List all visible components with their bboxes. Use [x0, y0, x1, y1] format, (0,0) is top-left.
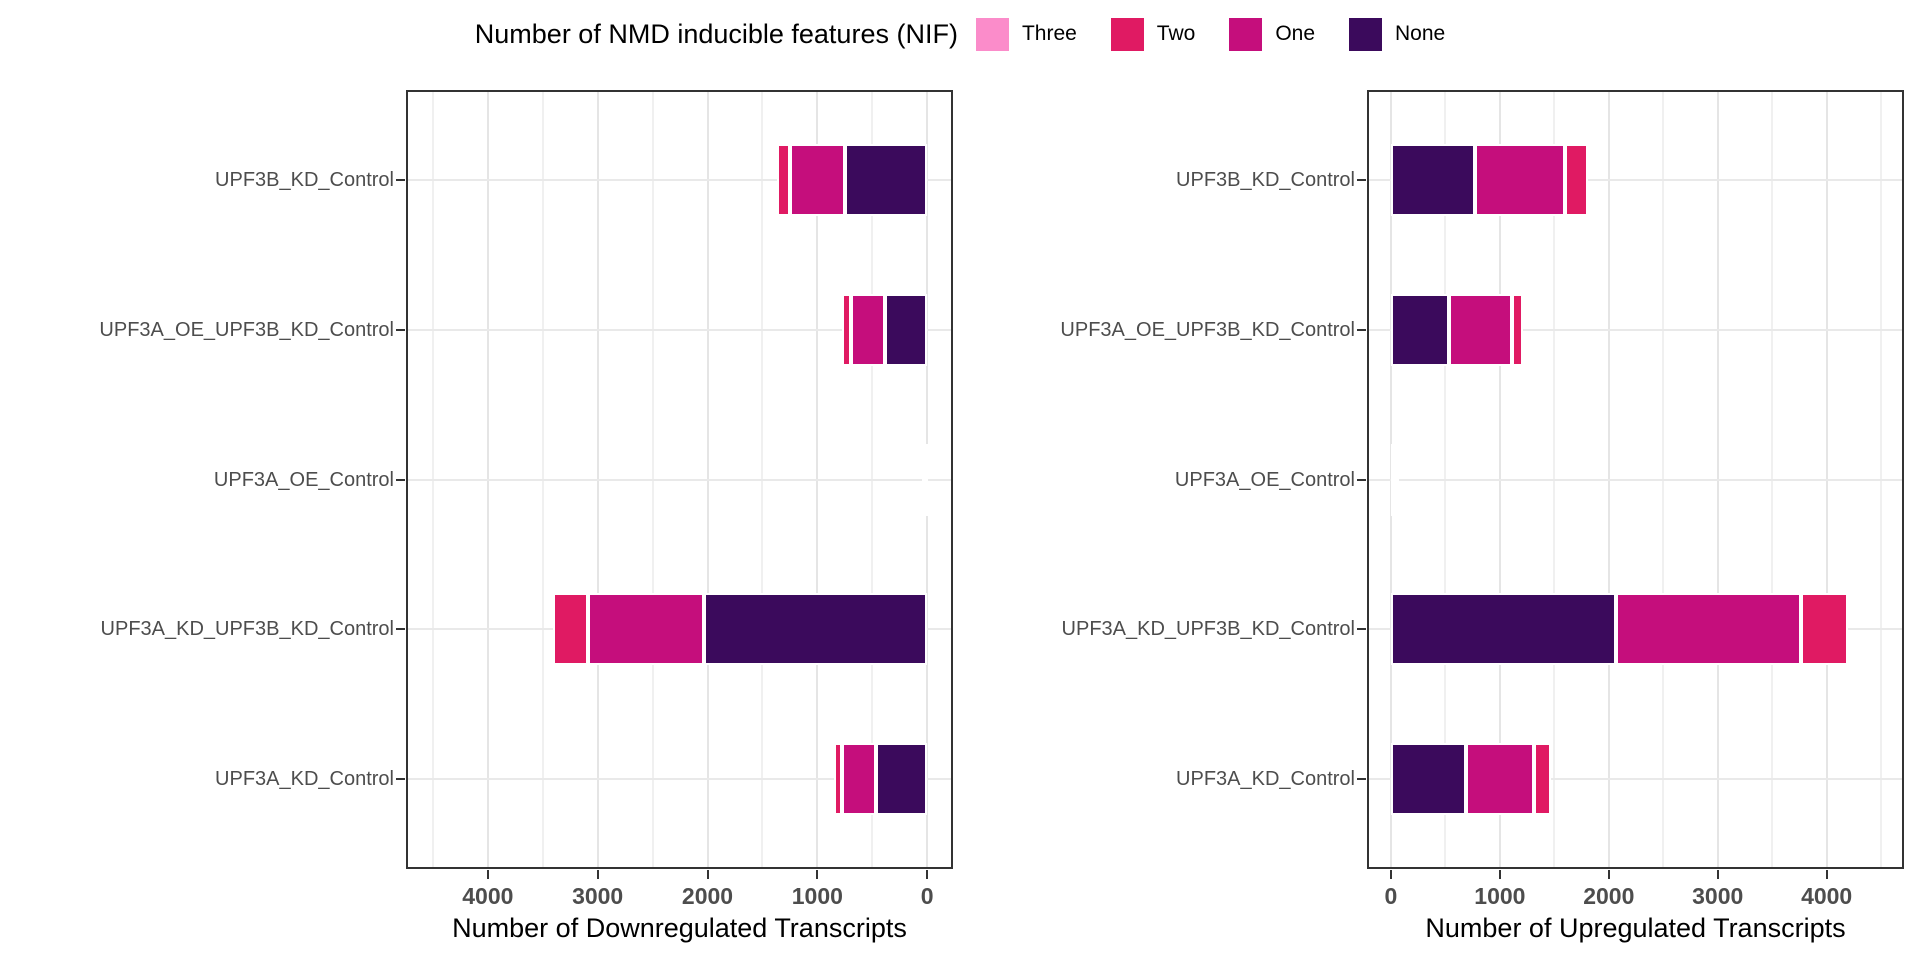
legend-swatch-icon: [1110, 17, 1144, 51]
bar-segment-none: [1390, 593, 1617, 666]
y-axis-tick: [1357, 178, 1366, 181]
gridline-y: [408, 178, 951, 181]
y-axis-tick: [1357, 778, 1366, 781]
bar-segment-none: [1390, 293, 1450, 366]
x-axis-tick-label: 3000: [572, 883, 624, 909]
y-axis-tick: [1357, 478, 1366, 481]
legend: Number of NMD inducible features (NIF) T…: [0, 8, 1920, 60]
chart-panel-0: [406, 90, 953, 869]
x-axis-tick: [706, 870, 709, 879]
chart-panel-1: [1367, 90, 1904, 869]
legend-swatch-icon: [975, 17, 1009, 51]
y-axis-tick: [396, 478, 405, 481]
x-axis-tick-label: 3000: [1692, 883, 1744, 909]
y-axis-tick: [1357, 328, 1366, 331]
category-label: UPF3B_KD_Control: [1176, 168, 1355, 191]
x-axis-tick-label: 1000: [791, 883, 843, 909]
x-axis-tick-label: 2000: [1583, 883, 1635, 909]
bar-segment-one: [1616, 593, 1802, 666]
category-label: UPF3A_OE_UPF3B_KD_Control: [99, 318, 394, 341]
category-label: UPF3A_OE_Control: [213, 468, 394, 491]
category-label: UPF3B_KD_Control: [215, 168, 394, 191]
y-axis-tick: [1357, 628, 1366, 631]
bar-segment-none: [885, 293, 928, 366]
bar-segment-none: [844, 143, 928, 216]
bar-segment-two: [922, 443, 927, 516]
legend-item-label: One: [1275, 22, 1316, 45]
x-axis-tick: [1607, 870, 1610, 879]
x-axis-tick-label: 4000: [462, 883, 514, 909]
bar-segment-two: [1801, 593, 1849, 666]
category-label: UPF3A_KD_Control: [1176, 768, 1355, 791]
x-axis-tick-label: 2000: [681, 883, 734, 909]
legend-item-three: Three: [975, 17, 1077, 51]
bar-segment-one: [1449, 293, 1512, 366]
bar-segment-one: [841, 743, 877, 816]
x-axis-tick: [1716, 870, 1719, 879]
x-axis-tick: [1389, 870, 1392, 879]
bar-segment-one: [790, 143, 845, 216]
gridline-y: [1369, 328, 1902, 331]
category-label: UPF3A_OE_Control: [1174, 468, 1355, 491]
gridline-y: [1369, 778, 1902, 781]
legend-item-one: One: [1229, 17, 1316, 51]
y-axis-tick: [396, 778, 405, 781]
bar-segment-one: [588, 593, 705, 666]
legend-item-two: Two: [1110, 17, 1196, 51]
legend-item-none: None: [1349, 17, 1446, 51]
x-axis-title: Number of Upregulated Transcripts: [1425, 913, 1846, 943]
gridline-y: [1369, 478, 1902, 481]
y-axis-tick: [396, 178, 405, 181]
legend-swatch-icon: [1349, 17, 1383, 51]
legend-item-label: Three: [1021, 22, 1077, 45]
x-axis-tick-label: 4000: [1801, 883, 1853, 909]
y-axis-tick: [396, 628, 405, 631]
bar-segment-two: [553, 593, 589, 666]
legend-title: Number of NMD inducible features (NIF): [474, 18, 958, 49]
legend-item-label: None: [1395, 22, 1446, 45]
x-axis-tick-label: 0: [920, 883, 934, 909]
bar-segment-one: [1474, 143, 1566, 216]
category-label: UPF3A_KD_UPF3B_KD_Control: [100, 618, 394, 641]
x-axis-tick: [926, 870, 929, 879]
category-label: UPF3A_KD_UPF3B_KD_Control: [1061, 618, 1355, 641]
bar-segment-two: [1534, 743, 1551, 816]
legend-swatch-icon: [1229, 17, 1263, 51]
category-label: UPF3A_KD_Control: [215, 768, 394, 791]
gridline-y: [1369, 178, 1902, 181]
x-axis-tick-label: 0: [1384, 883, 1398, 909]
x-axis-tick: [816, 870, 819, 879]
gridline-y: [408, 328, 951, 331]
x-axis-tick: [596, 870, 599, 879]
bar-segment-none: [1390, 143, 1475, 216]
x-axis-title: Number of Downregulated Transcripts: [452, 913, 907, 943]
bar-segment-two: [1565, 143, 1589, 216]
bar-segment-none: [876, 743, 928, 816]
bar-segment-two: [1511, 293, 1524, 366]
gridline-y: [408, 478, 951, 481]
legend-item-label: Two: [1156, 22, 1196, 45]
legend-items: Three Two One None: [975, 17, 1446, 51]
bar-segment-two: [1395, 443, 1400, 516]
bar-segment-two: [841, 293, 852, 366]
bar-segment-two: [777, 143, 791, 216]
x-axis-tick: [1498, 870, 1501, 879]
x-axis-tick: [1825, 870, 1828, 879]
bar-segment-two: [833, 743, 842, 816]
gridline-y: [408, 778, 951, 781]
y-axis-tick: [396, 328, 405, 331]
category-label: UPF3A_OE_UPF3B_KD_Control: [1060, 318, 1355, 341]
bar-segment-one: [1466, 743, 1535, 816]
bar-segment-none: [1390, 743, 1467, 816]
x-axis-tick-label: 1000: [1474, 883, 1526, 909]
bar-segment-none: [704, 593, 928, 666]
x-axis-tick: [486, 870, 489, 879]
bar-segment-one: [851, 293, 886, 366]
